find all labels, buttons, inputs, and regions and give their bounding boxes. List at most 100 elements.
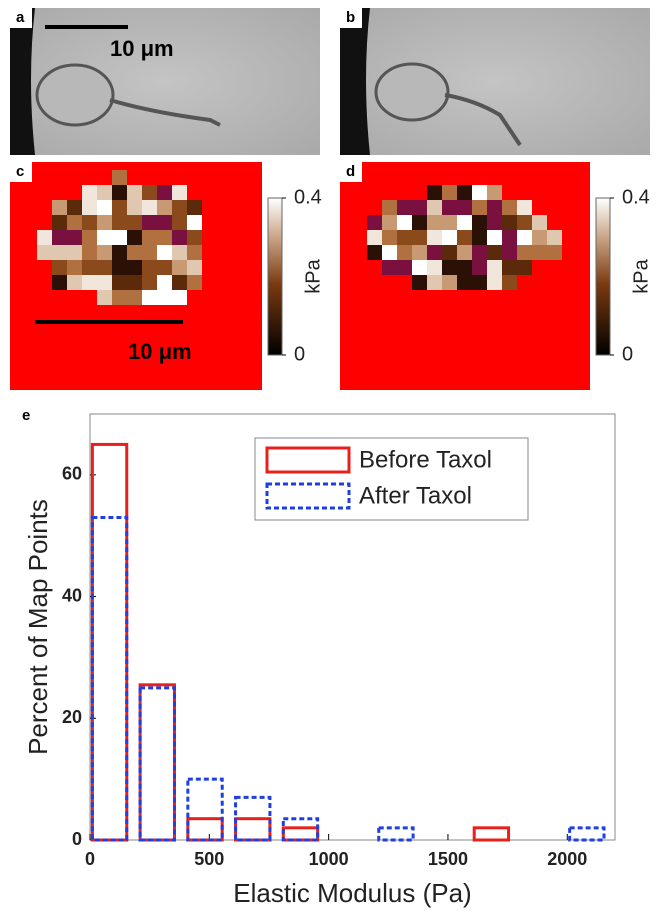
map-pixel [127,215,142,230]
label-box [340,162,362,182]
map-pixel [487,200,502,215]
map-pixel [427,275,442,290]
map-pixel [142,275,157,290]
y-tick-label: 0 [72,829,82,849]
map-pixel [157,185,172,200]
map-pixel [442,200,457,215]
map-pixel [442,245,457,260]
map-pixel [457,200,472,215]
map-pixel [157,260,172,275]
scale-bar-label: 10 μm [128,339,192,364]
y-tick-label: 20 [62,707,82,727]
map-pixel [67,215,82,230]
map-pixel [112,245,127,260]
map-pixel [397,200,412,215]
map-pixel [112,200,127,215]
map-pixel [82,275,97,290]
map-pixel [382,245,397,260]
histogram-bar [234,817,272,842]
map-pixel [52,215,67,230]
map-pixel [157,215,172,230]
map-pixel [442,215,457,230]
legend-label: Before Taxol [359,446,492,473]
map-pixel [52,200,67,215]
map-pixel [412,215,427,230]
panel-label: b [346,9,355,26]
map-pixel [97,290,112,305]
modulus-map-c [10,162,262,390]
map-pixel [112,260,127,275]
map-pixel [517,260,532,275]
map-pixel [472,200,487,215]
colorbar-tick-label: 0.4 [294,186,322,208]
map-pixel [37,245,52,260]
map-pixel [472,185,487,200]
map-pixel [457,275,472,290]
map-pixel [412,260,427,275]
micrograph-a [10,8,320,155]
map-pixel [82,245,97,260]
map-pixel [382,200,397,215]
map-pixel [532,230,547,245]
map-pixel [52,245,67,260]
map-pixel [427,260,442,275]
map-pixel [82,185,97,200]
map-pixel [472,230,487,245]
y-tick-label: 40 [62,585,82,605]
map-pixel [472,245,487,260]
map-pixel [67,200,82,215]
map-pixel [172,290,187,305]
colorbar-tick-label: 0 [622,343,633,365]
map-pixel [187,200,202,215]
map-pixel [487,245,502,260]
map-pixel [82,230,97,245]
map-pixel [67,245,82,260]
map-pixel [502,275,517,290]
colorbar [267,197,283,356]
map-pixel [502,215,517,230]
map-pixel [172,230,187,245]
map-pixel [532,245,547,260]
y-axis-label: Percent of Map Points [23,499,53,755]
map-pixel [112,170,127,185]
map-pixel [187,260,202,275]
map-pixel [67,275,82,290]
legend-swatch [265,482,351,510]
map-pixel [52,230,67,245]
map-pixel [457,260,472,275]
map-pixel [172,275,187,290]
map-pixel [97,245,112,260]
map-pixel [397,245,412,260]
map-pixel [97,215,112,230]
histogram-bar [186,817,224,842]
map-pixel [442,260,457,275]
map-pixel [97,200,112,215]
map-pixel [487,275,502,290]
legend-label: After Taxol [359,482,472,509]
panel-label: e [22,407,30,424]
map-pixel [142,200,157,215]
map-pixel [442,275,457,290]
map-pixel [442,230,457,245]
panel-label: d [346,163,355,180]
map-pixel [172,200,187,215]
map-pixel [127,275,142,290]
map-pixel [367,215,382,230]
panel-label: c [16,163,24,180]
map-pixel [187,245,202,260]
histogram-bar [281,817,320,842]
map-pixel [427,215,442,230]
colorbar-label: kPa [630,258,652,293]
map-pixel [127,260,142,275]
map-pixel [67,260,82,275]
colorbar [595,197,611,356]
map-pixel [382,215,397,230]
map-pixel [82,200,97,215]
histogram-bar [90,515,129,842]
map-pixel [487,215,502,230]
map-pixel [457,185,472,200]
map-pixel [112,275,127,290]
modulus-map-d [340,162,590,390]
histogram-bar [90,442,129,842]
x-tick-label: 0 [85,849,95,869]
